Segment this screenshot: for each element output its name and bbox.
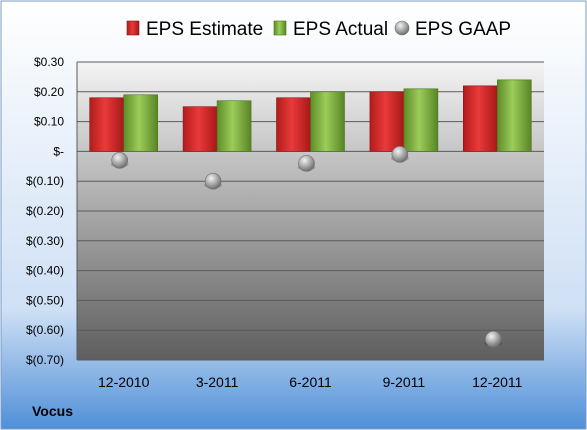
x-tick-label: 12-2010	[98, 374, 150, 390]
legend-eps-actual-label: EPS Actual	[293, 19, 388, 40]
bar-eps-actual	[310, 91, 345, 152]
bar-eps-estimate	[369, 91, 405, 152]
legend-eps-actual-swatch	[273, 20, 287, 36]
y-axis-ticks: $0.30 $0.20 $0.10 $- $(0.10) $(0.20) $(0.30) $(…	[26, 55, 64, 367]
bar-eps-estimate	[89, 97, 124, 152]
marker-eps-gaap	[391, 146, 409, 163]
y-tick-label: $(0.20)	[26, 204, 64, 218]
marker-eps-gaap	[111, 152, 128, 169]
x-tick-label: 3-2011	[196, 374, 239, 390]
bar-eps-actual	[496, 79, 532, 152]
marker-eps-gaap	[204, 172, 222, 190]
y-tick-label: $(0.10)	[26, 174, 64, 188]
y-tick-label: $0.20	[34, 85, 64, 99]
y-tick-label: $(0.60)	[26, 323, 64, 337]
legend-eps-estimate-label: EPS Estimate	[146, 19, 263, 40]
gaap-markers	[110, 146, 503, 348]
bar-eps-actual	[123, 94, 158, 152]
y-tick-label: $0.30	[34, 55, 64, 69]
x-tick-label: 12-2011	[472, 374, 523, 390]
y-tick-label: $0.10	[34, 115, 64, 129]
company-name: Vocus	[32, 403, 73, 419]
marker-eps-gaap	[484, 330, 502, 348]
marker-eps-gaap	[298, 155, 315, 172]
legend: EPS Estimate EPS Actual EPS GAAP	[126, 19, 511, 40]
bars	[89, 79, 532, 152]
y-tick-label: $(0.50)	[26, 293, 64, 307]
x-axis-ticks: 12-2010 3-2011 6-2011 9-2011 12-2011	[98, 374, 523, 390]
bar-eps-estimate	[276, 97, 311, 152]
legend-eps-gaap-label: EPS GAAP	[415, 19, 511, 40]
bar-eps-estimate	[182, 106, 218, 152]
bar-eps-estimate	[462, 85, 498, 152]
bar-eps-actual	[403, 88, 439, 152]
y-tick-label: $(0.30)	[26, 234, 64, 248]
x-tick-label: 9-2011	[383, 374, 426, 390]
y-tick-label: $-	[53, 144, 64, 158]
y-tick-label: $(0.70)	[26, 353, 64, 367]
bar-eps-actual	[216, 100, 252, 152]
x-tick-label: 6-2011	[289, 374, 332, 390]
legend-eps-estimate-swatch	[126, 20, 140, 36]
y-tick-label: $(0.40)	[26, 264, 64, 278]
legend-eps-gaap-swatch	[394, 20, 410, 36]
